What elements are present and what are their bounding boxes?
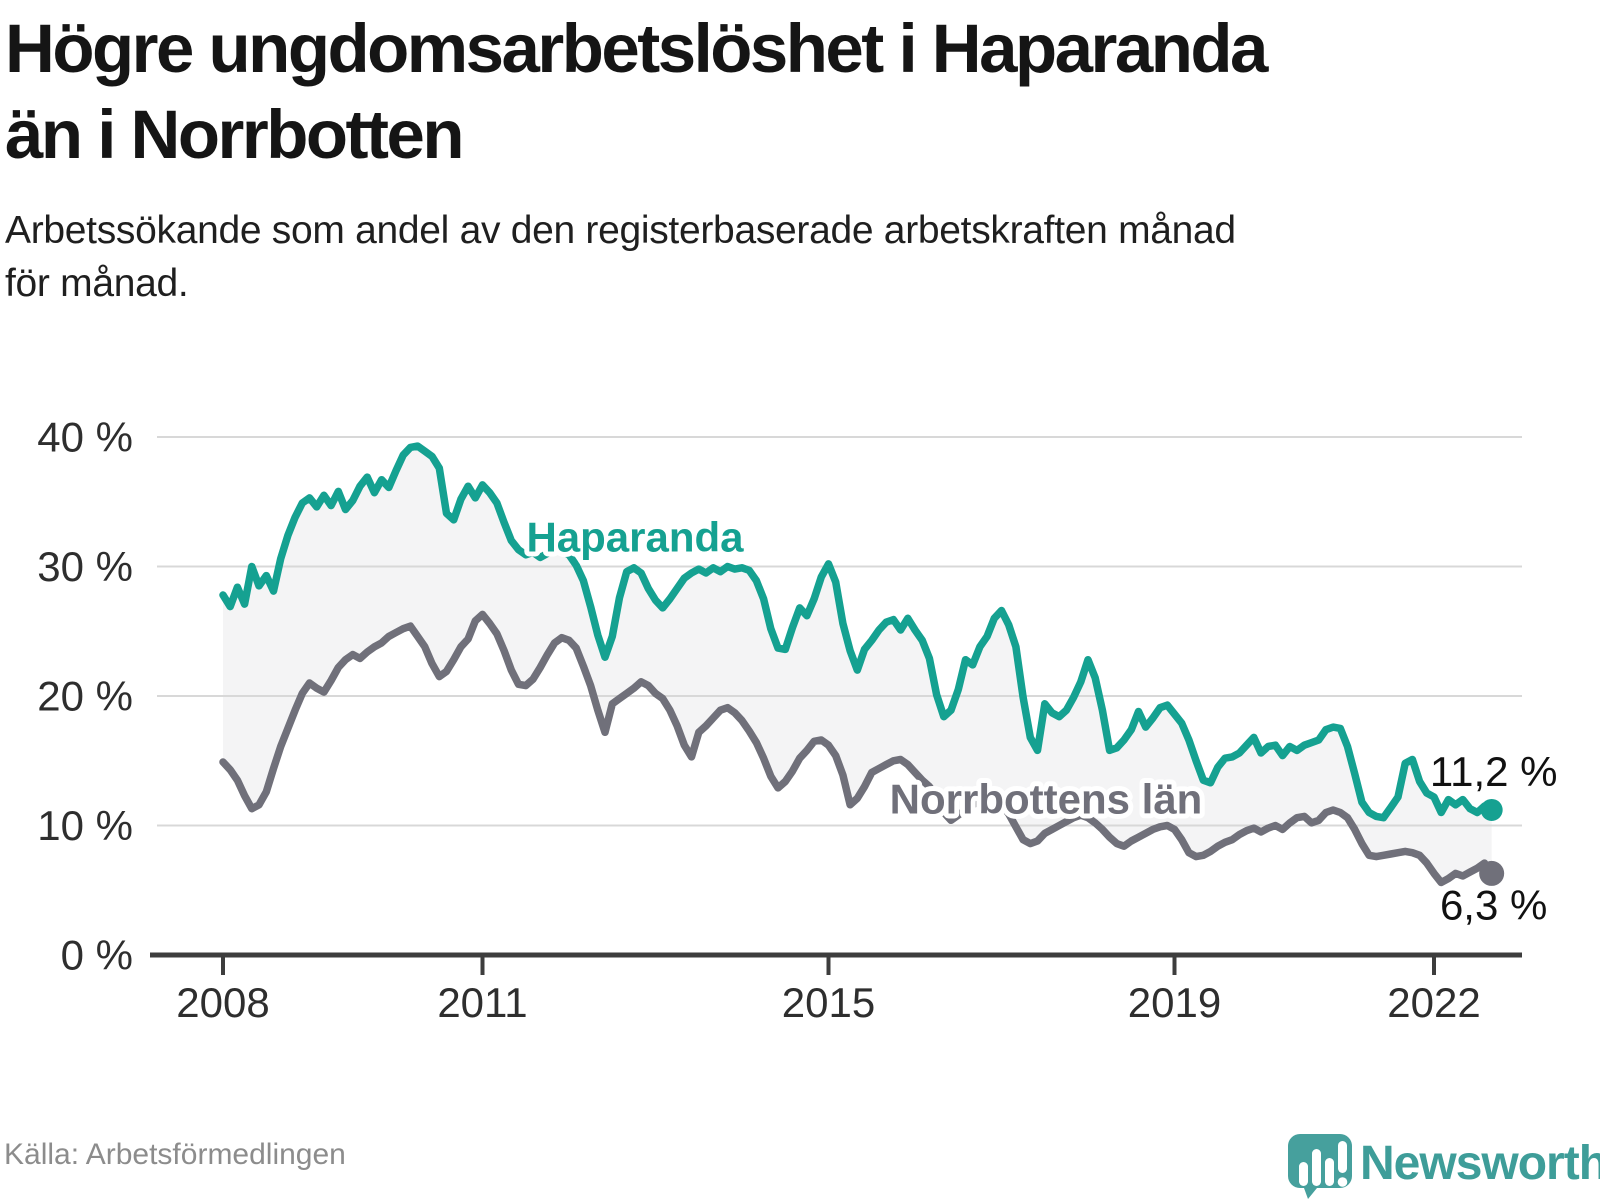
svg-text:2008: 2008 [176,979,269,1026]
svg-text:Norrbottens län: Norrbottens län [890,776,1203,823]
subtitle-line-1: Arbetssökande som andel av den registerb… [5,209,1236,252]
svg-text:10 %: 10 % [37,802,133,849]
chart-subtitle: Arbetssökande som andel av den registerb… [5,204,1565,310]
newsworthy-logo[interactable]: Newsworthy [1278,1132,1600,1200]
svg-text:Haparanda: Haparanda [526,514,744,561]
svg-text:2015: 2015 [782,979,875,1026]
source-text: Källa: Arbetsförmedlingen [4,1138,346,1171]
title-line-2: än i Norrbotten [5,96,465,173]
newsworthy-wordmark: Newsworthy [1360,1137,1600,1190]
svg-text:2022: 2022 [1387,979,1480,1026]
svg-text:2011: 2011 [437,979,527,1026]
svg-text:6,3 %: 6,3 % [1440,881,1547,928]
svg-text:2019: 2019 [1128,979,1221,1026]
svg-text:30 %: 30 % [37,543,133,590]
svg-text:11,2 %: 11,2 % [1430,748,1558,795]
speech-bubble-chart-icon [1288,1134,1352,1199]
svg-text:40 %: 40 % [37,414,133,461]
svg-text:0 %: 0 % [61,932,133,979]
page-title: Högre ungdomsarbetslöshet i Haparanda än… [5,6,1565,178]
title-line-1: Högre ungdomsarbetslöshet i Haparanda [5,10,1268,87]
svg-text:20 %: 20 % [37,673,133,720]
subtitle-line-2: för månad. [5,262,189,305]
